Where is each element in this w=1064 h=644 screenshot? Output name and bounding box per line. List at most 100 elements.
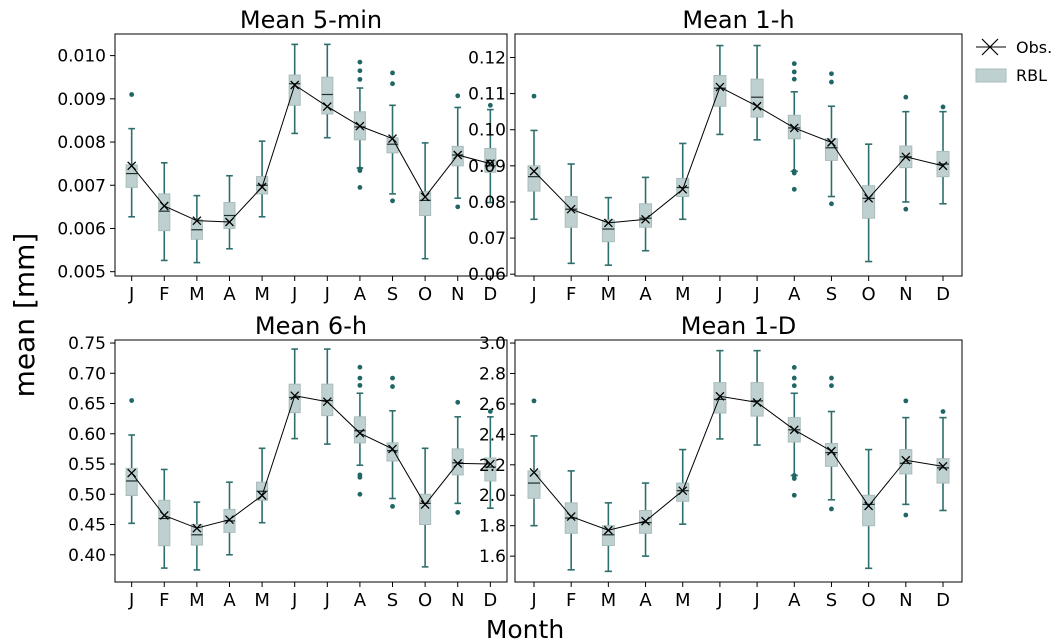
x-tick-label: M	[675, 590, 691, 611]
obs-marker-stroke	[529, 166, 539, 176]
box	[451, 448, 464, 476]
x-tick-label: N	[451, 284, 464, 305]
obs-marker-stroke	[388, 134, 397, 144]
y-tick-label: 0.50	[68, 485, 106, 505]
flier-point	[357, 364, 363, 370]
box	[419, 493, 432, 526]
flier-point	[791, 492, 797, 498]
x-tick-label: M	[254, 284, 270, 305]
legend-rbl-swatch	[975, 68, 1007, 83]
obs-marker	[290, 80, 300, 90]
flier-point	[829, 375, 834, 381]
legend-obs-marker-x2	[981, 38, 999, 56]
obs-marker-stroke	[192, 216, 202, 226]
x-tick-label: F	[566, 590, 576, 611]
obs-marker	[485, 459, 495, 469]
box	[564, 196, 578, 228]
y-tick-label: 0.70	[68, 364, 106, 384]
box	[321, 383, 334, 417]
y-tick-label: 0.010	[57, 47, 106, 67]
flier-point	[390, 70, 395, 76]
x-tick-label: N	[899, 284, 912, 305]
flier-point	[791, 476, 797, 481]
plot-frame	[514, 339, 963, 583]
box	[484, 457, 497, 482]
box	[824, 442, 838, 467]
obs-marker-stroke	[388, 444, 397, 454]
box	[750, 382, 764, 417]
obs-line	[533, 86, 944, 224]
box	[158, 193, 171, 232]
flier-point	[903, 398, 909, 404]
chart-title: Mean 6-h	[255, 312, 367, 340]
obs-marker	[529, 467, 539, 477]
box	[125, 467, 138, 496]
box	[527, 165, 541, 192]
chart-title: Mean 1-h	[682, 6, 794, 34]
obs-marker	[355, 428, 365, 438]
obs-line	[131, 395, 491, 529]
obs-marker-stroke	[159, 201, 169, 211]
flier-point	[357, 491, 363, 497]
obs-marker-stroke	[322, 102, 332, 112]
box	[527, 470, 541, 499]
flier-point	[531, 398, 537, 404]
y-tick-label: 2.6	[479, 395, 506, 415]
obs-marker	[453, 150, 463, 160]
flier-point	[390, 375, 395, 381]
x-tick-label: S	[387, 590, 398, 611]
obs-marker	[603, 525, 613, 535]
y-tick-label: 2.8	[479, 364, 506, 384]
box	[676, 482, 690, 502]
obs-marker-stroke	[225, 217, 234, 227]
y-tick-label: 2.0	[479, 486, 506, 506]
flier-point	[829, 383, 834, 389]
flier-point	[357, 168, 363, 173]
y-tick-label: 0.75	[68, 334, 106, 354]
y-tick-label: 1.8	[479, 517, 506, 537]
chart-title: Mean 1-D	[681, 312, 796, 340]
obs-marker	[641, 516, 651, 526]
flier-point	[357, 375, 363, 381]
flier-point	[791, 186, 797, 192]
obs-marker	[901, 152, 911, 162]
y-tick-label: 0.10	[468, 121, 506, 141]
obs-marker-stroke	[826, 446, 836, 456]
x-tick-label: A	[223, 284, 236, 305]
obs-marker-stroke	[127, 468, 137, 478]
x-tick-label: F	[566, 284, 576, 305]
y-tick-label: 0.008	[57, 133, 106, 153]
flier-point	[903, 512, 909, 518]
y-tick-label: 0.006	[57, 219, 106, 239]
flier-point	[390, 503, 395, 509]
obs-marker	[715, 82, 725, 92]
x-tick-label: O	[418, 284, 432, 305]
obs-marker-stroke	[355, 121, 365, 131]
obs-marker-stroke	[901, 455, 911, 465]
obs-marker	[938, 161, 948, 171]
obs-marker	[127, 161, 137, 171]
chart-panels: Mean 5-min 0.005 0.006 0.007 0.008 0.009 0.010…	[57, 6, 963, 611]
obs-marker-stroke	[678, 486, 688, 496]
y-tick-label: 0.06	[468, 265, 506, 285]
obs-marker-stroke	[485, 459, 495, 469]
obs-marker	[715, 391, 725, 401]
obs-marker	[752, 101, 762, 111]
flier-point	[903, 206, 909, 212]
obs-marker	[826, 137, 836, 147]
box	[353, 416, 366, 444]
x-tick-label: D	[483, 284, 497, 305]
x-tick-label: N	[899, 590, 912, 611]
flier-point	[455, 204, 461, 210]
obs-marker-stroke	[420, 500, 430, 510]
flier-point	[455, 399, 461, 405]
flier-point	[903, 94, 909, 100]
obs-marker	[257, 491, 267, 500]
flier-point	[791, 76, 797, 82]
flier-point	[487, 102, 493, 108]
y-tick-label: 0.007	[57, 176, 106, 196]
flier-point	[129, 92, 135, 97]
obs-marker	[225, 217, 234, 227]
obs-marker-stroke	[752, 397, 762, 407]
obs-marker	[789, 425, 799, 435]
